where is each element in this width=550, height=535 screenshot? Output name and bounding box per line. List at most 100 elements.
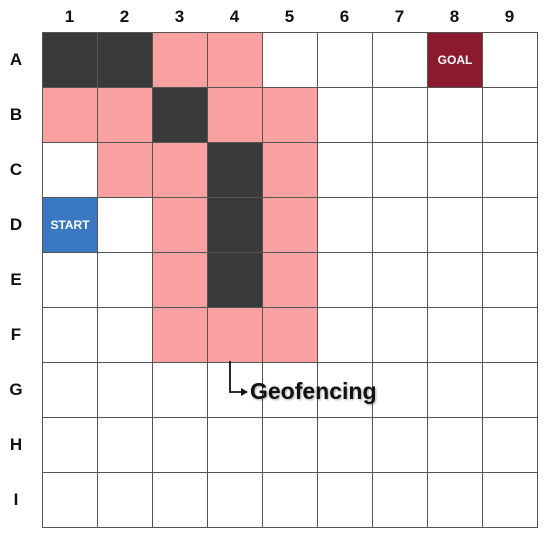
row-label-b: B bbox=[9, 105, 23, 124]
row-label-e: E bbox=[10, 270, 22, 289]
row-label-i: I bbox=[13, 490, 19, 509]
cell-b5-geofence bbox=[263, 88, 318, 143]
cell-g1-free bbox=[43, 363, 98, 418]
cell-b7-free bbox=[373, 88, 428, 143]
cell-f6-free bbox=[318, 308, 373, 363]
cell-g7-free bbox=[373, 363, 428, 418]
cell-e4-obstacle bbox=[208, 253, 263, 308]
cell-g2-free bbox=[98, 363, 153, 418]
cell-e2-free bbox=[98, 253, 153, 308]
cell-i9-free bbox=[483, 473, 538, 528]
cell-g6-free bbox=[318, 363, 373, 418]
column-label-7: 7 bbox=[394, 7, 405, 26]
cell-f8-free bbox=[428, 308, 483, 363]
cell-c4-obstacle bbox=[208, 143, 263, 198]
cell-i5-free bbox=[263, 473, 318, 528]
cell-a1-obstacle bbox=[43, 33, 98, 88]
cell-a5-free bbox=[263, 33, 318, 88]
cell-b3-obstacle bbox=[153, 88, 208, 143]
row-label-f: F bbox=[10, 325, 22, 344]
column-label-8: 8 bbox=[449, 7, 460, 26]
cell-a3-geofence bbox=[153, 33, 208, 88]
cell-e6-free bbox=[318, 253, 373, 308]
cell-i1-free bbox=[43, 473, 98, 528]
cell-b9-free bbox=[483, 88, 538, 143]
cell-e7-free bbox=[373, 253, 428, 308]
cell-b4-geofence bbox=[208, 88, 263, 143]
cell-d4-obstacle bbox=[208, 198, 263, 253]
cell-e5-geofence bbox=[263, 253, 318, 308]
cell-d8-free bbox=[428, 198, 483, 253]
cell-i2-free bbox=[98, 473, 153, 528]
geofencing-label: Geofencing bbox=[250, 378, 377, 404]
cell-c1-free bbox=[43, 143, 98, 198]
cell-h3-free bbox=[153, 418, 208, 473]
cell-d6-free bbox=[318, 198, 373, 253]
cell-i6-free bbox=[318, 473, 373, 528]
cell-a6-free bbox=[318, 33, 373, 88]
cell-h6-free bbox=[318, 418, 373, 473]
cell-d5-geofence bbox=[263, 198, 318, 253]
cell-c6-free bbox=[318, 143, 373, 198]
cell-h1-free bbox=[43, 418, 98, 473]
row-label-g: G bbox=[9, 380, 23, 399]
cell-c7-free bbox=[373, 143, 428, 198]
cell-e1-free bbox=[43, 253, 98, 308]
cell-d2-free bbox=[98, 198, 153, 253]
cell-g5-free bbox=[263, 363, 318, 418]
cell-e9-free bbox=[483, 253, 538, 308]
cell-c5-geofence bbox=[263, 143, 318, 198]
column-label-5: 5 bbox=[284, 7, 295, 26]
cell-a7-free bbox=[373, 33, 428, 88]
cell-a9-free bbox=[483, 33, 538, 88]
cell-c9-free bbox=[483, 143, 538, 198]
row-label-h: H bbox=[9, 435, 23, 454]
cell-d1-start: START bbox=[43, 198, 98, 253]
cell-f7-free bbox=[373, 308, 428, 363]
cell-g3-free bbox=[153, 363, 208, 418]
column-label-4: 4 bbox=[229, 7, 240, 26]
cell-b2-geofence bbox=[98, 88, 153, 143]
cell-f5-geofence bbox=[263, 308, 318, 363]
cell-i8-free bbox=[428, 473, 483, 528]
cell-a8-goal: GOAL bbox=[428, 33, 483, 88]
cell-d9-free bbox=[483, 198, 538, 253]
cell-b1-geofence bbox=[43, 88, 98, 143]
cell-i3-free bbox=[153, 473, 208, 528]
column-label-6: 6 bbox=[339, 7, 350, 26]
row-label-c: C bbox=[9, 160, 23, 179]
cell-h4-free bbox=[208, 418, 263, 473]
cell-i7-free bbox=[373, 473, 428, 528]
cell-a2-obstacle bbox=[98, 33, 153, 88]
column-label-2: 2 bbox=[119, 7, 130, 26]
cell-f4-geofence bbox=[208, 308, 263, 363]
column-label-3: 3 bbox=[174, 7, 185, 26]
cell-c3-geofence bbox=[153, 143, 208, 198]
cell-h9-free bbox=[483, 418, 538, 473]
row-label-d: D bbox=[9, 215, 23, 234]
cell-h8-free bbox=[428, 418, 483, 473]
cell-g4-free bbox=[208, 363, 263, 418]
column-label-9: 9 bbox=[504, 7, 515, 26]
cell-i4-free bbox=[208, 473, 263, 528]
occupancy-grid: GOAL START bbox=[42, 32, 538, 528]
cell-f2-free bbox=[98, 308, 153, 363]
cell-f9-free bbox=[483, 308, 538, 363]
column-label-1: 1 bbox=[64, 7, 75, 26]
cell-h2-free bbox=[98, 418, 153, 473]
cell-h5-free bbox=[263, 418, 318, 473]
cell-c2-geofence bbox=[98, 143, 153, 198]
cell-d7-free bbox=[373, 198, 428, 253]
cell-f1-free bbox=[43, 308, 98, 363]
cell-b6-free bbox=[318, 88, 373, 143]
row-label-a: A bbox=[9, 50, 23, 69]
cell-a4-geofence bbox=[208, 33, 263, 88]
cell-f3-geofence bbox=[153, 308, 208, 363]
cell-h7-free bbox=[373, 418, 428, 473]
cell-b8-free bbox=[428, 88, 483, 143]
geofence-arrow-icon bbox=[229, 361, 248, 396]
cell-g8-free bbox=[428, 363, 483, 418]
cell-d3-geofence bbox=[153, 198, 208, 253]
cell-g9-free bbox=[483, 363, 538, 418]
